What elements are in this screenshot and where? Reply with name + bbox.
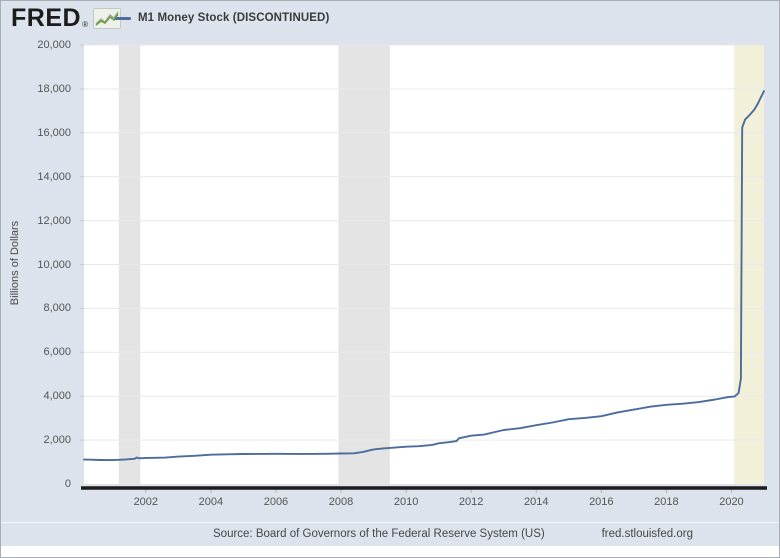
x-tick-label: 2008 <box>328 496 354 508</box>
x-tick-label: 2014 <box>523 496 549 508</box>
fred-chart-card: FRED ® M1 Money Stock (DISCONTINUED) 0 2,… <box>1 1 779 546</box>
x-tick-label: 2010 <box>393 496 419 508</box>
x-tick-label: 2020 <box>719 496 744 508</box>
chart-footer: Source: Board of Governors of the Federa… <box>1 528 779 544</box>
source-text: Source: Board of Governors of the Federa… <box>213 528 545 540</box>
y-tick-label: 16,000 <box>37 126 71 139</box>
y-tick-label: 14,000 <box>37 170 71 183</box>
y-tick-label: 18,000 <box>37 82 71 95</box>
y-tick-label: 2,000 <box>43 434 71 447</box>
fred-logo: FRED ® <box>11 5 121 31</box>
y-tick-label: 0 <box>64 478 71 490</box>
x-tick-label: 2006 <box>263 496 289 508</box>
legend: M1 Money Stock (DISCONTINUED) <box>115 12 329 24</box>
y-tick-label: 10,000 <box>37 258 71 271</box>
chart-plot <box>80 44 767 493</box>
footer-separator <box>1 522 779 523</box>
y-tick-label: 20,000 <box>37 39 71 51</box>
y-tick-label: 4,000 <box>43 390 71 403</box>
y-axis-title: Billions of Dollars <box>9 220 21 306</box>
x-tick-label: 2012 <box>458 496 484 508</box>
legend-series-label: M1 Money Stock (DISCONTINUED) <box>138 12 330 24</box>
y-tick-label: 12,000 <box>37 214 71 227</box>
x-tick-label: 2002 <box>133 496 159 508</box>
registered-mark: ® <box>82 20 88 29</box>
y-tick-label: 8,000 <box>43 302 71 315</box>
x-tick-label: 2004 <box>198 496 224 508</box>
series-line <box>83 90 765 462</box>
fred-logo-text: FRED <box>11 4 82 32</box>
x-tick-label: 2016 <box>589 496 614 508</box>
fred-site-link[interactable]: fred.stlouisfed.org <box>601 528 693 540</box>
x-tick-label: 2018 <box>654 496 679 508</box>
legend-line-swatch <box>115 16 131 20</box>
chart-header: FRED ® M1 Money Stock (DISCONTINUED) <box>1 1 779 35</box>
y-tick-label: 6,000 <box>43 346 71 359</box>
